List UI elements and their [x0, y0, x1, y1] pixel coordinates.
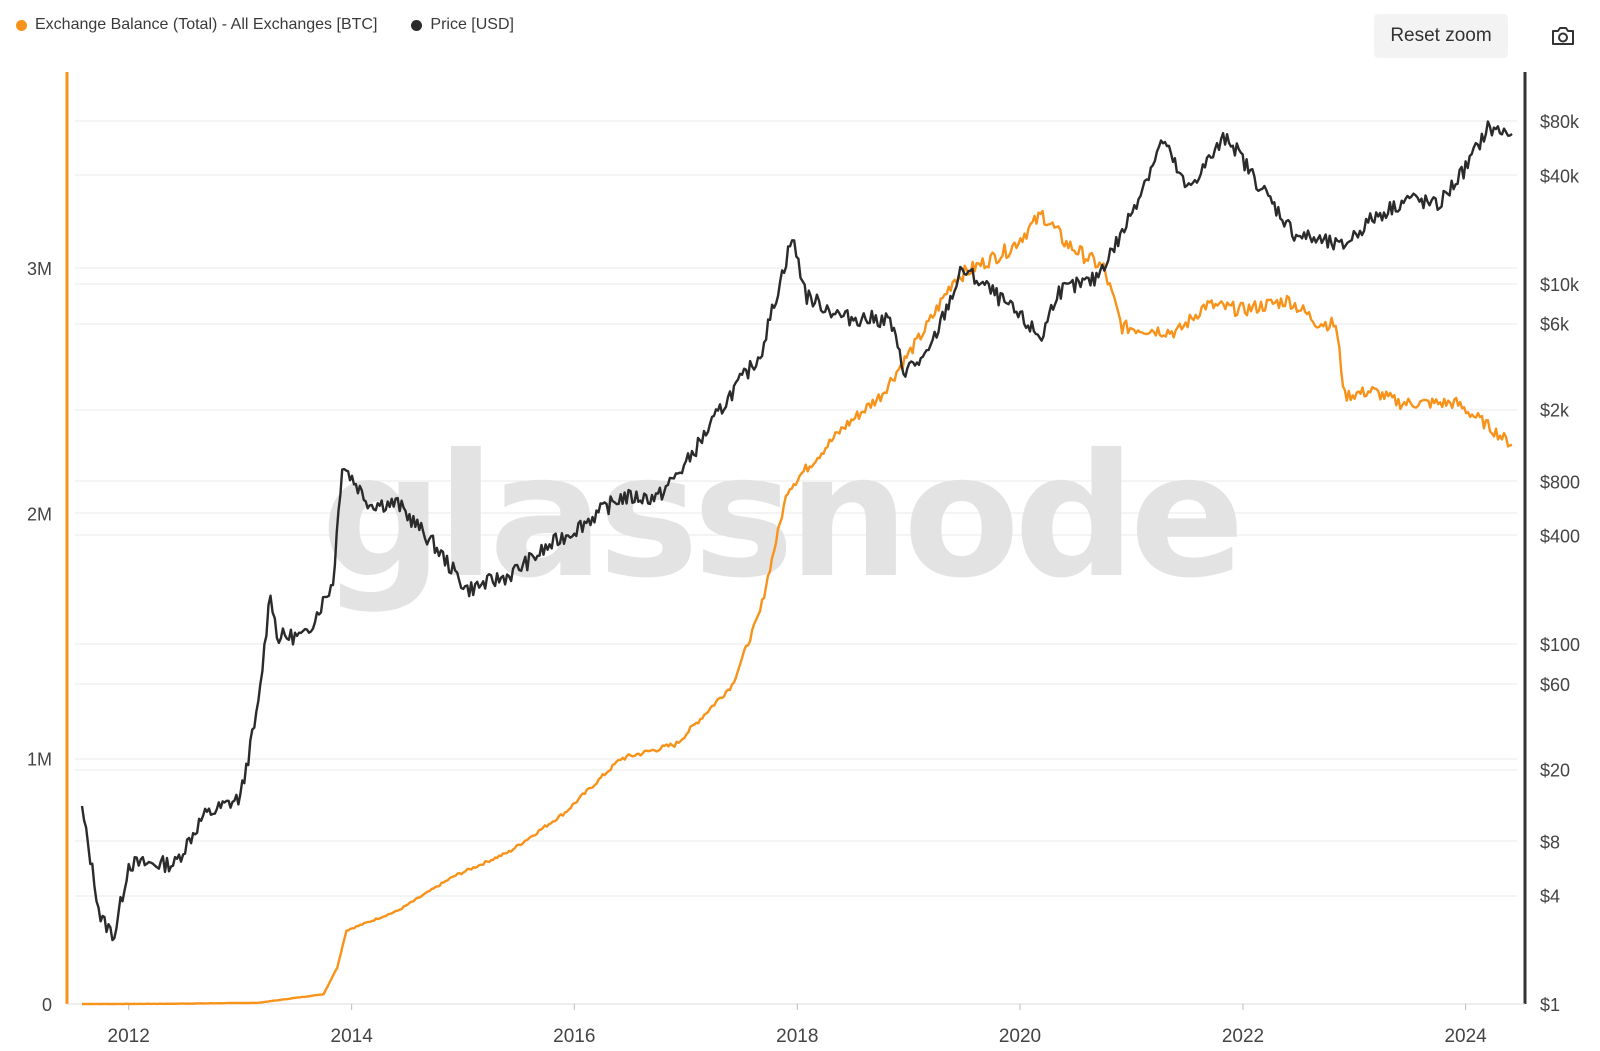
legend-label-price: Price [USD] — [430, 16, 514, 33]
legend-item-exchange-balance[interactable]: Exchange Balance (Total) - All Exchanges… — [16, 16, 377, 34]
right-tick-label: $4 — [1540, 887, 1560, 907]
left-axis-ticks: 0 1M 2M 3M — [27, 259, 52, 1015]
right-tick-label: $40k — [1540, 166, 1580, 186]
chart-legend: Exchange Balance (Total) - All Exchanges… — [16, 16, 514, 34]
left-tick-label: 1M — [27, 750, 52, 770]
right-tick-label: $800 — [1540, 472, 1580, 492]
x-tick-label: 2014 — [331, 1026, 374, 1047]
x-tick-label: 2020 — [999, 1026, 1041, 1047]
legend-dot-black — [411, 19, 423, 31]
right-tick-label: $20 — [1540, 761, 1570, 781]
x-tick-label: 2022 — [1222, 1026, 1264, 1047]
x-tick-label: 2012 — [108, 1026, 150, 1047]
right-tick-label: $100 — [1540, 635, 1580, 655]
right-tick-label: $6k — [1540, 315, 1570, 335]
watermark: glassnode — [321, 418, 1239, 616]
series-line-exchange-balance — [82, 209, 1513, 1006]
right-tick-label: $1 — [1540, 995, 1560, 1015]
left-tick-label: 2M — [27, 504, 52, 524]
right-tick-label: $60 — [1540, 675, 1570, 695]
x-axis-ticks: 2012 2014 2016 2018 2020 2022 2024 — [108, 1004, 1487, 1047]
left-tick-label: 0 — [42, 995, 52, 1015]
right-tick-label: $80k — [1540, 112, 1580, 132]
series-line-price — [80, 120, 1513, 942]
right-axis-ticks: $1 $4 $8 $20 $60 $100 $400 $800 $2k $6k $10k $40k $8… — [1540, 112, 1580, 1015]
reset-zoom-button[interactable]: Reset zoom — [1374, 14, 1508, 58]
x-tick-label: 2024 — [1444, 1026, 1487, 1047]
x-tick-label: 2018 — [776, 1026, 818, 1047]
left-tick-label: 3M — [27, 259, 52, 279]
right-tick-label: $400 — [1540, 526, 1580, 546]
legend-label-exchange-balance: Exchange Balance (Total) - All Exchanges… — [35, 16, 378, 33]
legend-item-price[interactable]: Price [USD] — [411, 16, 514, 34]
right-tick-label: $10k — [1540, 275, 1580, 295]
right-tick-label: $8 — [1540, 832, 1560, 852]
x-tick-label: 2016 — [553, 1026, 595, 1047]
camera-icon[interactable] — [1546, 20, 1580, 52]
legend-dot-orange — [16, 19, 27, 31]
right-tick-label: $2k — [1540, 401, 1570, 421]
